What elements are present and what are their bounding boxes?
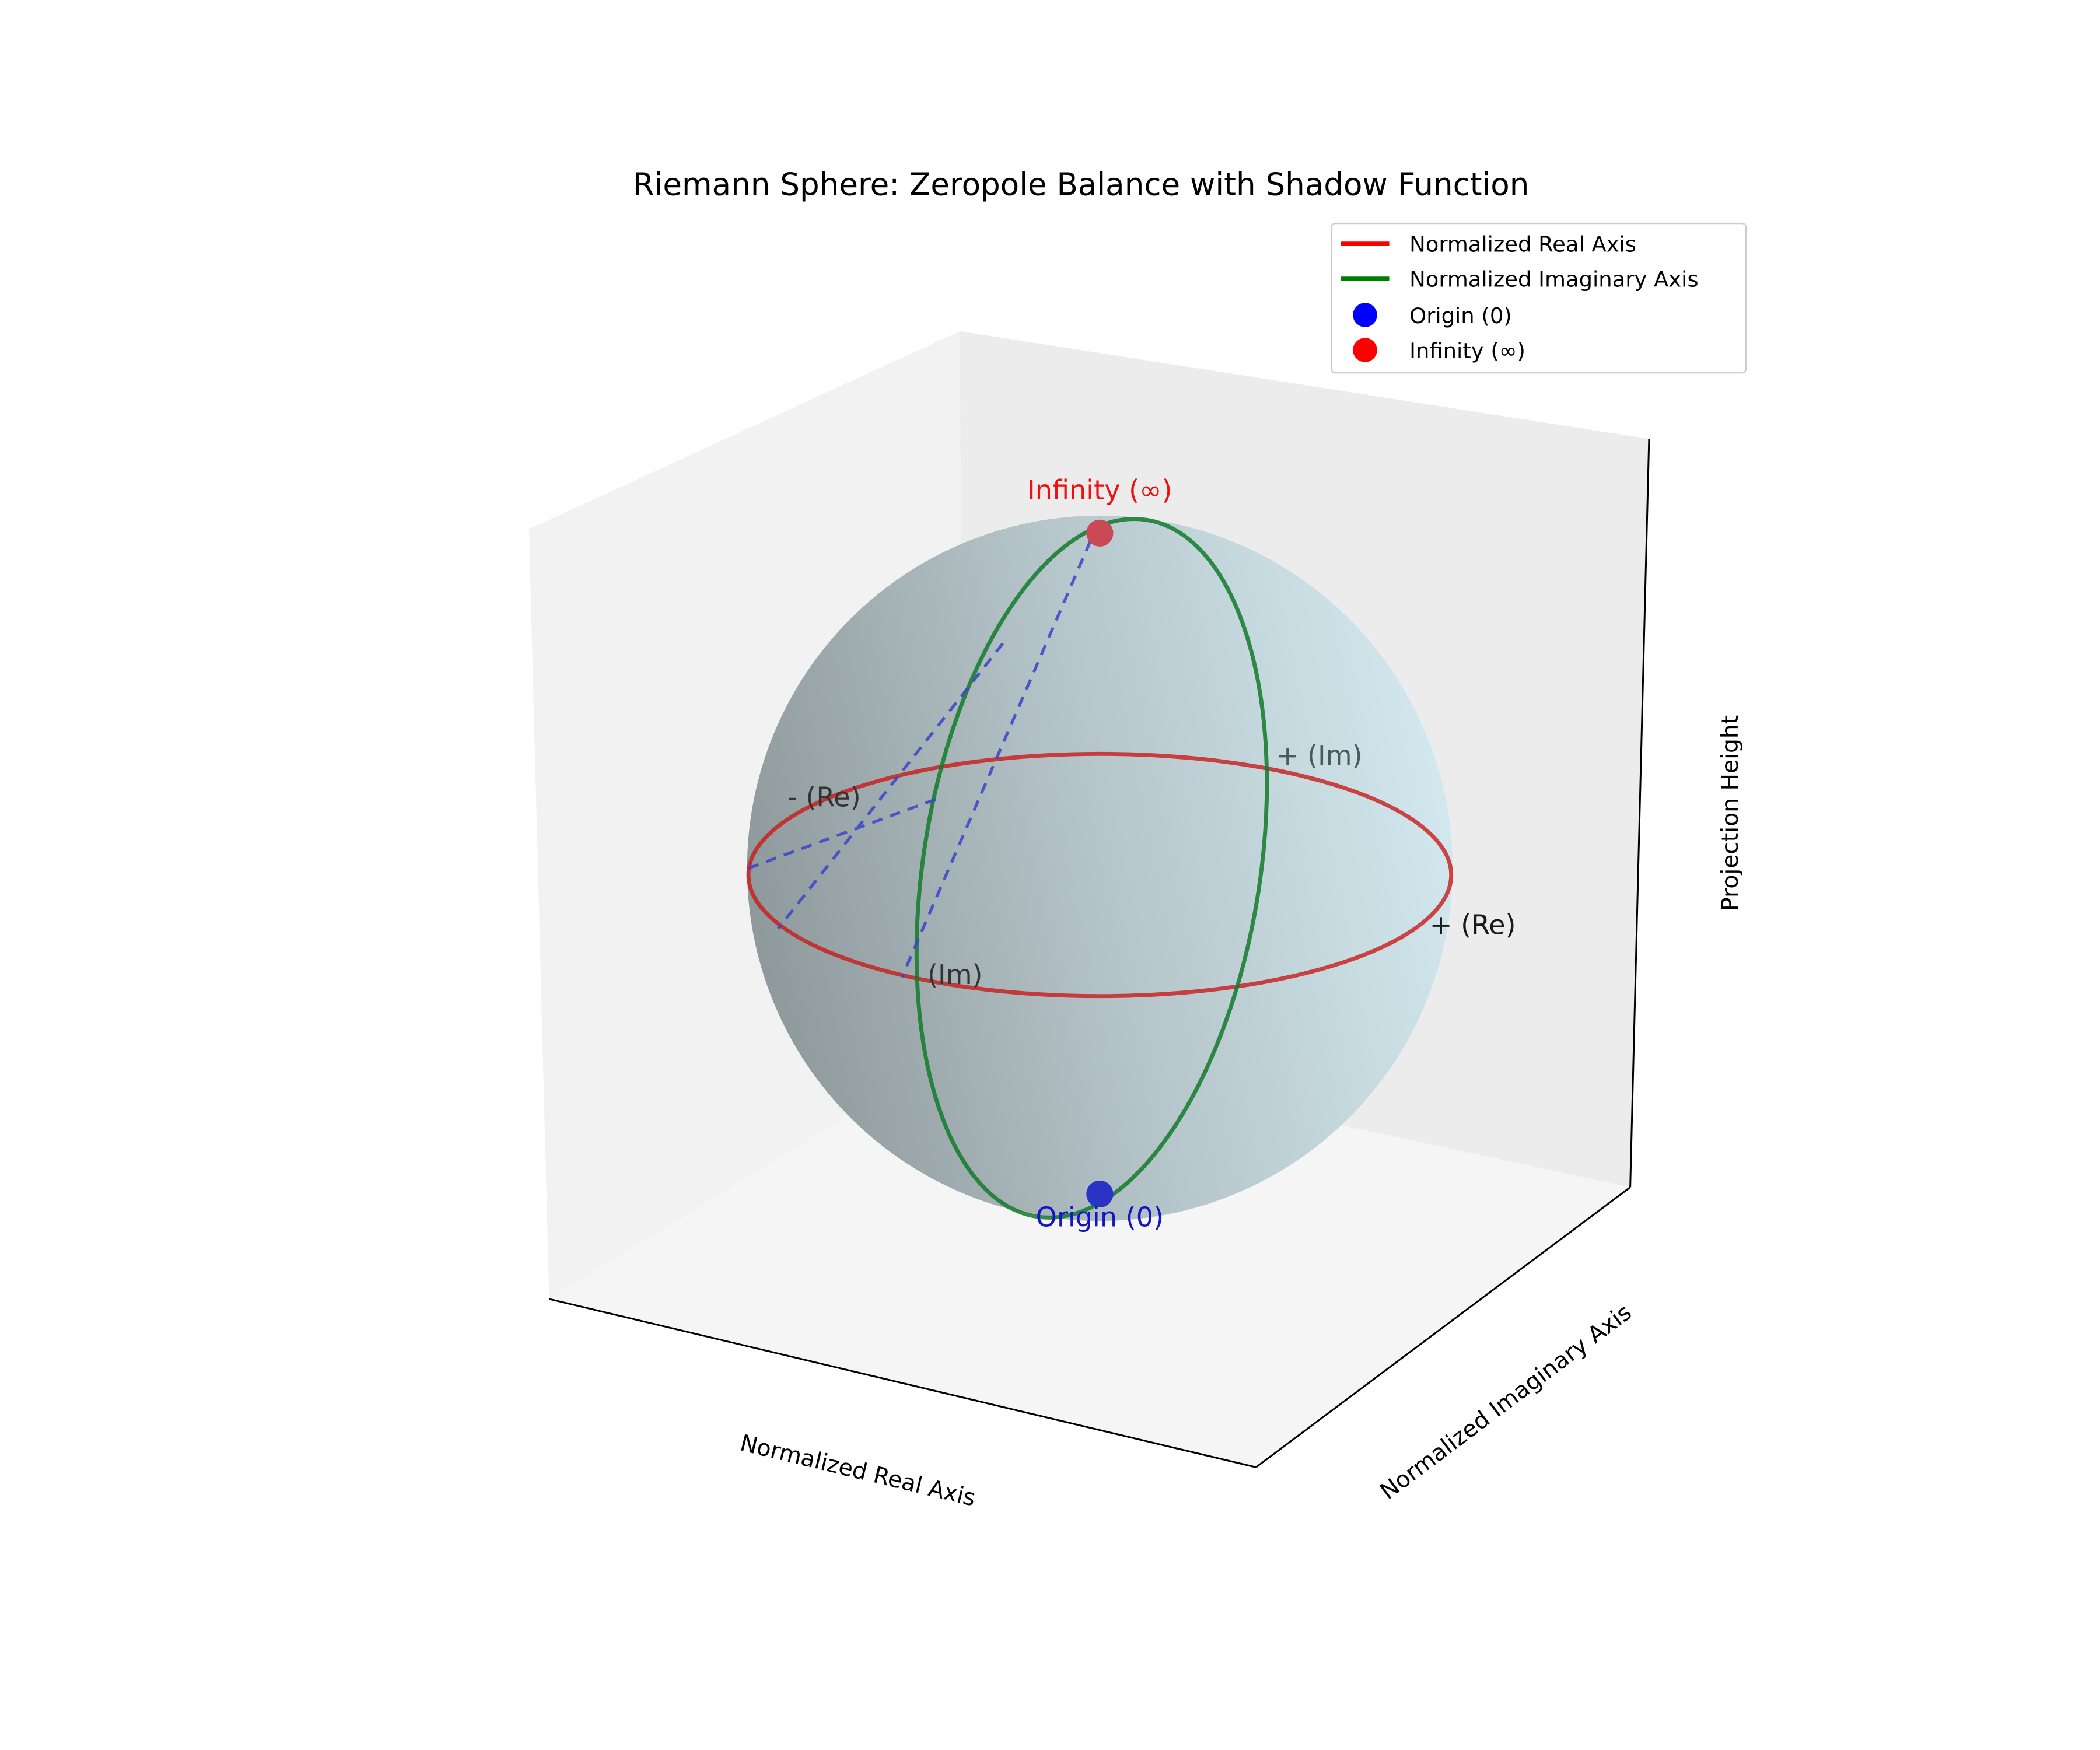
legend-label-infinity: Infinity (∞) (1409, 338, 1525, 363)
annotation-infinity: Infinity (∞) (1027, 474, 1172, 506)
marker-infinity (1086, 519, 1114, 547)
shadow-line (900, 540, 1092, 978)
x-axis-label: Normalized Real Axis (737, 1430, 978, 1512)
shadow-line (776, 642, 1005, 930)
annotation-im: (Im) (928, 959, 983, 991)
legend-label-real-axis: Normalized Real Axis (1409, 232, 1636, 257)
legend-frame (1331, 222, 1747, 374)
y-axis-line (1255, 1186, 1631, 1468)
series-imaginary-axis-circle (914, 517, 1269, 1220)
annotation-plus-im: + (Im) (1276, 740, 1363, 771)
axis-lines (549, 439, 1650, 1468)
legend-infinity-swatch (1353, 338, 1377, 362)
z-axis-label: Projection Height (1717, 715, 1744, 911)
z-axis-line (1629, 439, 1650, 1188)
annotation-minus-re: - (Re) (788, 781, 861, 813)
legend-origin-swatch (1353, 303, 1377, 327)
legend: Normalized Real Axis Normalized Imaginar… (1331, 222, 1747, 374)
legend-label-imaginary-axis: Normalized Imaginary Axis (1409, 267, 1698, 292)
annotations: Infinity (∞) Origin (0) + (Re) - (Re) + … (788, 474, 1516, 1233)
shadow-lines (748, 540, 1092, 978)
sphere-surface (747, 515, 1452, 1222)
legend-label-origin: Origin (0) (1409, 303, 1512, 328)
shadow-line (748, 795, 943, 870)
chart-title: Riemann Sphere: Zeropole Balance with Sh… (633, 167, 1530, 203)
floor-pane (549, 1044, 1630, 1468)
annotation-plus-re: + (Re) (1430, 909, 1516, 941)
x-axis-line (549, 1298, 1256, 1468)
annotation-origin: Origin (0) (1036, 1201, 1164, 1233)
series-real-axis-circle (746, 751, 1454, 999)
marker-origin (1086, 1180, 1114, 1208)
